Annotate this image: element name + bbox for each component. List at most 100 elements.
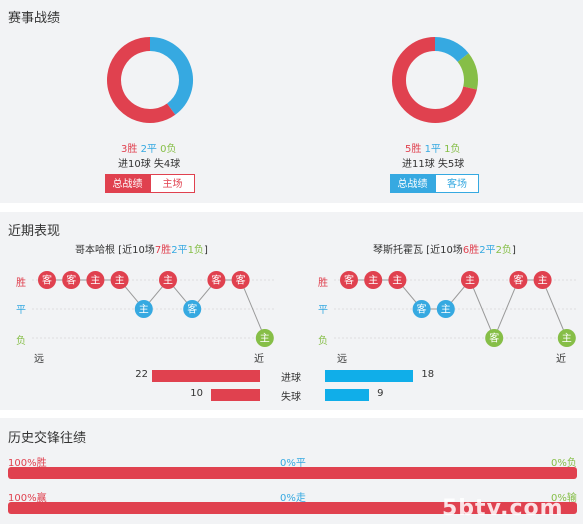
goals-for-left-value: 22 [135,369,148,380]
left-summary-suffix: ] [203,245,208,256]
right-far-label: 远 [337,354,347,365]
left-y-draw: 平 [16,305,26,316]
left-summary-win: 7胜 [154,245,172,256]
right-tab-overall[interactable]: 总战绩 [390,174,435,193]
right-record-line: 5胜 1平 1负 [405,140,461,155]
left-trend-point [38,271,56,289]
left-trend-venue-label: 主 [115,275,125,287]
left-donut-draw-slice [149,37,193,115]
left-tab-home[interactable]: 主场 [150,174,195,193]
right-trend-venue-label: 主 [392,275,402,287]
goals-against-left-value: 10 [190,388,203,399]
left-record-line: 3胜 2平 0负 [121,140,177,155]
right-donut-loss-slice [457,53,478,90]
left-trend-point [110,271,129,289]
left-trend-venue-label: 主 [163,275,173,287]
goals-against-right-bar [325,389,370,401]
right-loss-count: 1负 [444,144,461,155]
right-trend-line [349,279,568,340]
right-trend-point [533,271,552,289]
right-donut-win-slice [392,37,477,123]
left-donut-chart [107,37,193,123]
right-y-draw: 平 [318,305,328,316]
h2h-result-bar [8,467,577,479]
left-y-win: 胜 [16,278,26,289]
left-far-label: 远 [34,354,44,365]
right-y-win: 胜 [318,278,328,289]
right-trend-point [461,271,479,289]
left-tab-overall[interactable]: 总战绩 [105,174,150,193]
section-title-recent: 近期表现 [8,224,61,239]
h2h-draw-pct: 0%平 [280,458,306,469]
left-goals: 进10球 失4球 [118,159,181,170]
right-trend-venue-label: 客 [489,332,499,345]
right-trend-venue-label: 客 [417,303,427,316]
right-y-loss: 负 [318,336,328,347]
right-trend-point [388,271,407,289]
right-summary-prefix: [近10场 [423,245,463,256]
record-section: 赛事战绩 3胜 2平 0负 进10球 失4球 总战绩 主场 5胜 1平 1负 进… [0,0,583,203]
h2h-handicap-loss-pct: 0%输 [551,493,577,504]
goals-against-right-value: 9 [377,388,384,399]
left-summary-loss: 1负 [187,245,204,256]
right-summary-draw: 2平 [479,245,496,256]
right-trend-point [485,329,504,347]
right-trend-venue-label: 主 [562,333,572,345]
left-trend-point [159,271,177,289]
left-trend-point [207,271,226,289]
h2h-handicap-push-pct: 0%走 [280,493,306,504]
right-trend-venue-label: 主 [538,275,548,287]
left-summary-draw: 2平 [171,245,188,256]
goals-against-label: 失球 [281,392,301,403]
right-summary-loss: 2负 [495,245,512,256]
right-trend-point [436,300,455,318]
goals-for-left-bar [152,370,260,382]
recent-section: 近期表现 哥本哈根 [近10场7胜2平1负] 琴斯托霍瓦 [近10场6胜2平2负… [0,212,583,410]
right-donut-chart [392,37,478,123]
right-goals: 进11球 失5球 [402,159,465,170]
left-summary-prefix: [近10场 [115,245,155,256]
right-win-count: 5胜 [405,144,422,155]
left-trend-point [86,271,105,289]
left-draw-count: 2平 [140,144,157,155]
right-trend-venue-label: 主 [465,275,475,287]
right-summary-win: 6胜 [462,245,480,256]
right-trend-point [557,329,576,347]
right-draw-count: 1平 [424,144,441,155]
right-tab-away[interactable]: 客场 [435,174,479,193]
left-trend-venue-label: 客 [211,274,221,287]
right-trend-point [364,271,383,289]
right-team-summary: 琴斯托霍瓦 [近10场6胜2平2负] [373,241,516,256]
left-trend-point [62,271,81,289]
right-trend-point [412,300,431,318]
left-trend-point [255,329,274,347]
h2h-section: 历史交锋往绩 100%胜 0%平 0%负 100%赢 0%走 0%输 5btv.… [0,418,583,524]
left-trend-chart: 客客主主主主客客 客主 [32,271,274,347]
left-trend-venue-label: 客 [236,274,246,287]
h2h-win-pct: 100%胜 [8,458,47,469]
left-trend-point [134,300,153,318]
left-trend-point [231,271,250,289]
h2h-handicap-bar [8,502,577,514]
right-near-label: 近 [556,354,566,365]
right-trend-point [340,271,358,289]
left-trend-point [183,300,202,318]
left-y-loss: 负 [16,336,26,347]
left-trend-venue-label: 主 [90,275,100,287]
section-title-record: 赛事战绩 [8,11,61,26]
goals-for-right-bar [325,370,414,382]
left-donut-win-slice [107,37,176,123]
right-trend-chart: 客主主客 主主客客 主主 [334,271,576,347]
left-team-summary: 哥本哈根 [近10场7胜2平1负] [75,241,208,256]
left-trend-venue-label: 客 [42,274,52,287]
section-title-h2h: 历史交锋往绩 [8,431,87,446]
watermark-logo: 5btv.com [442,496,564,521]
left-trend-venue-label: 主 [260,333,270,345]
goals-against-left-bar [210,389,260,401]
right-trend-venue-label: 主 [441,304,451,316]
left-trend-venue-label: 客 [187,303,197,316]
right-trend-venue-label: 客 [344,274,354,287]
left-near-label: 近 [254,354,264,365]
left-win-count: 3胜 [121,144,138,155]
left-loss-count: 0负 [160,144,177,155]
